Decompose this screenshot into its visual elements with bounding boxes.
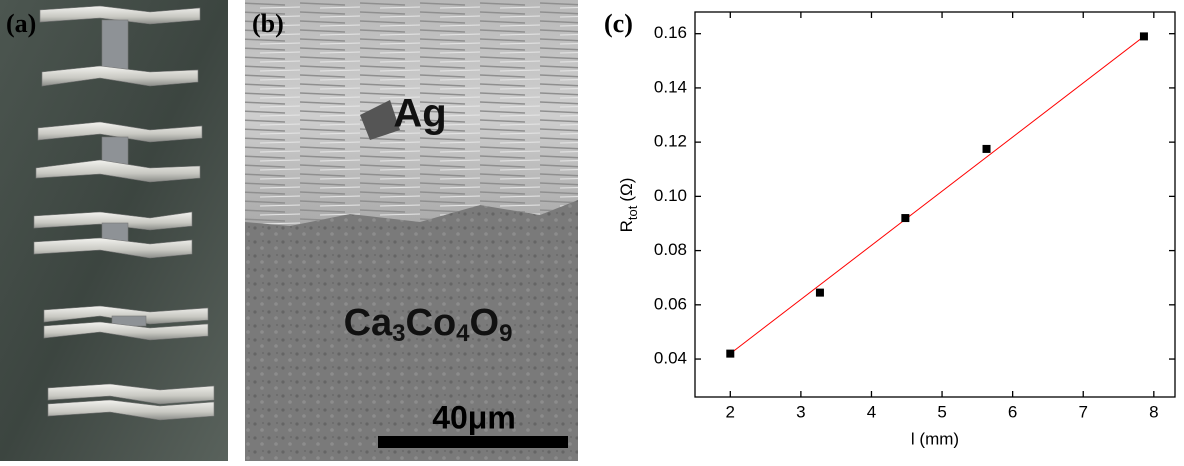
- chart: (c) l (mm) Rtot (Ω) 2 3 4 5 6 7 8 0.04 0.06 0.08 0.…: [604, 9, 1175, 449]
- subscript: 3: [392, 320, 405, 347]
- panel-label: (a): [6, 9, 36, 38]
- panel-label: (c): [604, 9, 633, 38]
- layer-label: Ag: [393, 92, 446, 136]
- y-tick-label: 0.14: [654, 77, 687, 96]
- y-axis-label: Rtot (Ω): [617, 178, 640, 233]
- formula-part: O: [470, 302, 500, 344]
- y-tick-label: 0.16: [654, 23, 687, 42]
- fit-line: [730, 36, 1144, 353]
- y-tick-label: 0.06: [654, 294, 687, 313]
- x-tick-label: 3: [796, 402, 805, 421]
- data-point: [901, 214, 909, 222]
- x-axis-label: l (mm): [911, 429, 959, 448]
- formula-part: Ca: [344, 302, 393, 344]
- scale-bar-label: 40μm: [432, 399, 516, 435]
- y-tick-label: 0.04: [654, 349, 687, 368]
- x-tick-label: 7: [1079, 402, 1088, 421]
- figure: (a) (b) Ag Ca3Co4O9 40μm (c) l (mm) Rtot…: [0, 0, 1184, 461]
- panel-label: (b): [252, 9, 284, 38]
- label-main: R: [617, 220, 636, 232]
- data-point: [1140, 32, 1148, 40]
- plot-frame: [695, 12, 1175, 397]
- subscript: 9: [499, 320, 512, 347]
- label-sub: tot: [625, 205, 640, 220]
- x-tick-label: 8: [1149, 402, 1158, 421]
- subscript: 4: [456, 320, 470, 347]
- x-tick-label: 4: [867, 402, 876, 421]
- x-tick-label: 2: [726, 402, 735, 421]
- data-point: [983, 145, 991, 153]
- page: {"panels": {"a": {"label": "(a)"}, "b": …: [0, 0, 1184, 466]
- y-tick-label: 0.12: [654, 132, 687, 151]
- y-tick-label: 0.10: [654, 186, 687, 205]
- data-point: [816, 289, 824, 297]
- photo-a: (a): [0, 0, 228, 461]
- x-tick-label: 6: [1008, 402, 1017, 421]
- layer-label: Ca3Co4O9: [344, 302, 513, 347]
- photo-b: (b) Ag Ca3Co4O9 40μm: [245, 0, 578, 461]
- formula-part: Co: [406, 302, 457, 344]
- x-tick-label: 5: [937, 402, 946, 421]
- y-tick-label: 0.08: [654, 240, 687, 259]
- label-unit: (Ω): [617, 178, 636, 202]
- data-point: [726, 350, 734, 358]
- scale-bar: [378, 436, 568, 448]
